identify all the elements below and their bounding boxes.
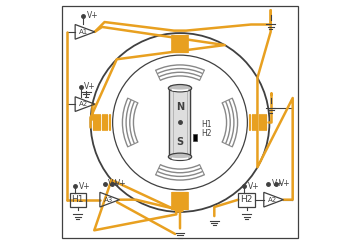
Text: V+: V+ <box>108 179 120 188</box>
Text: A3: A3 <box>104 197 113 203</box>
Text: V+: V+ <box>79 182 91 191</box>
Text: H1: H1 <box>201 120 211 129</box>
Text: V+: V+ <box>84 83 96 91</box>
Text: A2: A2 <box>268 197 277 203</box>
Text: H1: H1 <box>72 195 84 204</box>
Text: A1: A1 <box>79 29 88 35</box>
Bar <box>238 193 255 207</box>
Text: H2: H2 <box>240 195 253 204</box>
Bar <box>69 193 86 207</box>
Text: V+: V+ <box>114 179 126 188</box>
Text: V+: V+ <box>87 12 99 20</box>
Text: H2: H2 <box>201 129 211 138</box>
Text: N: N <box>176 102 184 111</box>
Text: V+: V+ <box>272 179 283 188</box>
Text: S: S <box>176 137 184 147</box>
Text: V+: V+ <box>248 182 260 191</box>
Text: V+: V+ <box>279 179 291 188</box>
Text: A2: A2 <box>79 101 88 107</box>
Bar <box>193 134 197 141</box>
Ellipse shape <box>168 153 192 160</box>
Ellipse shape <box>168 85 192 92</box>
FancyBboxPatch shape <box>170 86 190 159</box>
